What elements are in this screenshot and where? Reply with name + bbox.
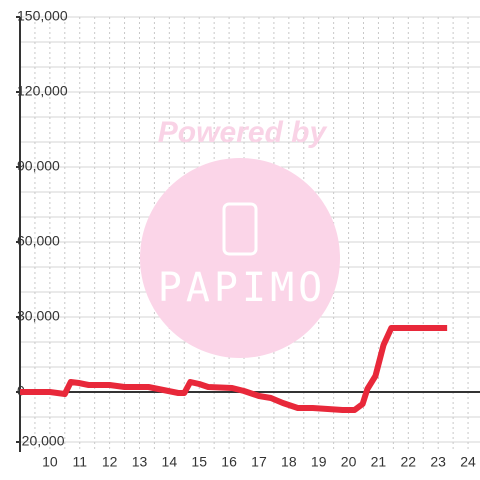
watermark-logo: PAPIMO (158, 265, 327, 311)
watermark-text: Powered by (158, 116, 328, 149)
y-tick-label: 30,000 (17, 308, 60, 324)
x-tick-label: 12 (102, 454, 118, 470)
x-tick-label: 16 (221, 454, 237, 470)
watermark: Powered by PAPIMO (140, 116, 340, 358)
x-tick-label: 19 (311, 454, 327, 470)
y-tick-label: 150,000 (17, 8, 68, 24)
x-tick-label: 21 (371, 454, 387, 470)
plot: 150,000120,00090,00060,00030,0000-20,000… (17, 8, 476, 470)
x-tick-label: 22 (401, 454, 417, 470)
watermark-circle (140, 158, 340, 358)
y-tick-label: 60,000 (17, 233, 60, 249)
y-tick-label: 90,000 (17, 158, 60, 174)
x-tick-label: 23 (430, 454, 446, 470)
x-tick-label: 14 (162, 454, 178, 470)
x-tick-label: 11 (72, 454, 87, 470)
watermark-phone (222, 202, 258, 256)
x-tick-label: 20 (341, 454, 357, 470)
x-tick-label: 18 (281, 454, 297, 470)
grid (16, 16, 480, 452)
line (20, 325, 448, 413)
x-tick-label: 15 (191, 454, 207, 470)
x-tick-label: 13 (132, 454, 148, 470)
y-tick-label: -20,000 (17, 433, 65, 449)
x-tick-label: 24 (460, 454, 476, 470)
x-tick-label: 17 (251, 454, 267, 470)
x-tick-label: 10 (42, 454, 58, 470)
y-tick-label: 120,000 (17, 83, 68, 99)
